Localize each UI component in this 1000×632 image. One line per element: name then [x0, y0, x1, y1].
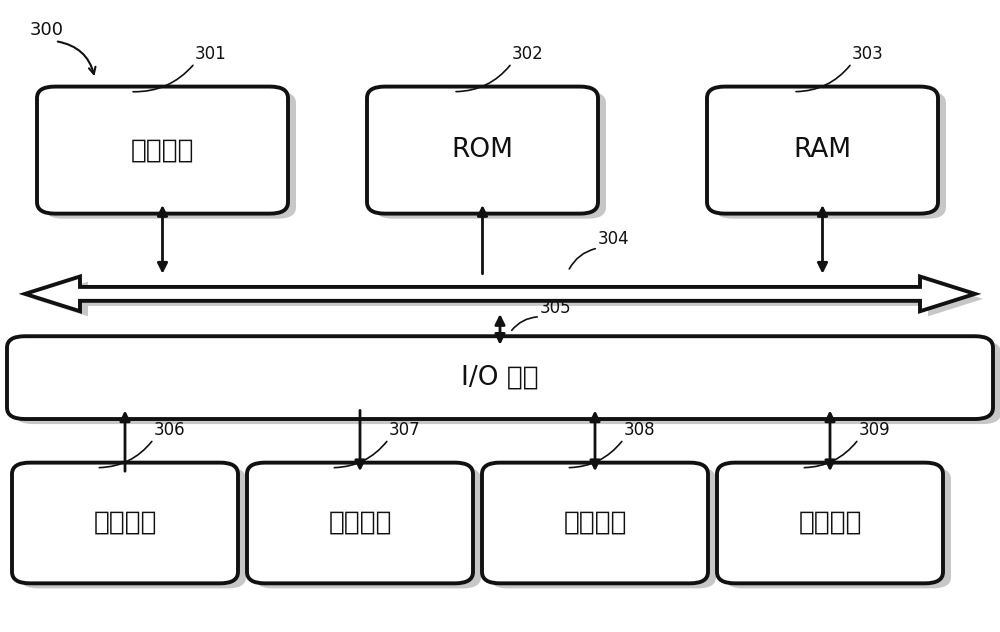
Text: ROM: ROM	[452, 137, 514, 163]
Text: 309: 309	[858, 422, 890, 439]
FancyBboxPatch shape	[247, 463, 473, 583]
Text: 通信单元: 通信单元	[798, 510, 862, 536]
FancyBboxPatch shape	[15, 341, 1000, 424]
FancyBboxPatch shape	[490, 468, 716, 588]
FancyBboxPatch shape	[255, 468, 481, 588]
FancyBboxPatch shape	[20, 468, 246, 588]
FancyBboxPatch shape	[725, 468, 951, 588]
Polygon shape	[33, 282, 983, 316]
FancyBboxPatch shape	[367, 87, 598, 214]
Text: 300: 300	[30, 21, 64, 39]
FancyBboxPatch shape	[707, 87, 938, 214]
Text: 输入单元: 输入单元	[93, 510, 157, 536]
Text: 303: 303	[852, 46, 884, 63]
FancyBboxPatch shape	[12, 463, 238, 583]
Text: 306: 306	[154, 422, 185, 439]
FancyBboxPatch shape	[375, 92, 606, 219]
Text: 301: 301	[195, 46, 226, 63]
Text: RAM: RAM	[793, 137, 852, 163]
FancyBboxPatch shape	[717, 463, 943, 583]
Text: 304: 304	[598, 230, 630, 248]
Text: 307: 307	[388, 422, 420, 439]
FancyBboxPatch shape	[715, 92, 946, 219]
Text: 输出单元: 输出单元	[328, 510, 392, 536]
Polygon shape	[25, 277, 975, 311]
Text: 计算单元: 计算单元	[131, 137, 194, 163]
Text: 305: 305	[540, 299, 572, 317]
Text: 302: 302	[512, 46, 544, 63]
FancyBboxPatch shape	[37, 87, 288, 214]
Text: 存储单元: 存储单元	[563, 510, 627, 536]
Text: I/O 接口: I/O 接口	[461, 365, 539, 391]
Text: 308: 308	[624, 422, 655, 439]
FancyBboxPatch shape	[7, 336, 993, 419]
FancyBboxPatch shape	[482, 463, 708, 583]
FancyBboxPatch shape	[45, 92, 296, 219]
